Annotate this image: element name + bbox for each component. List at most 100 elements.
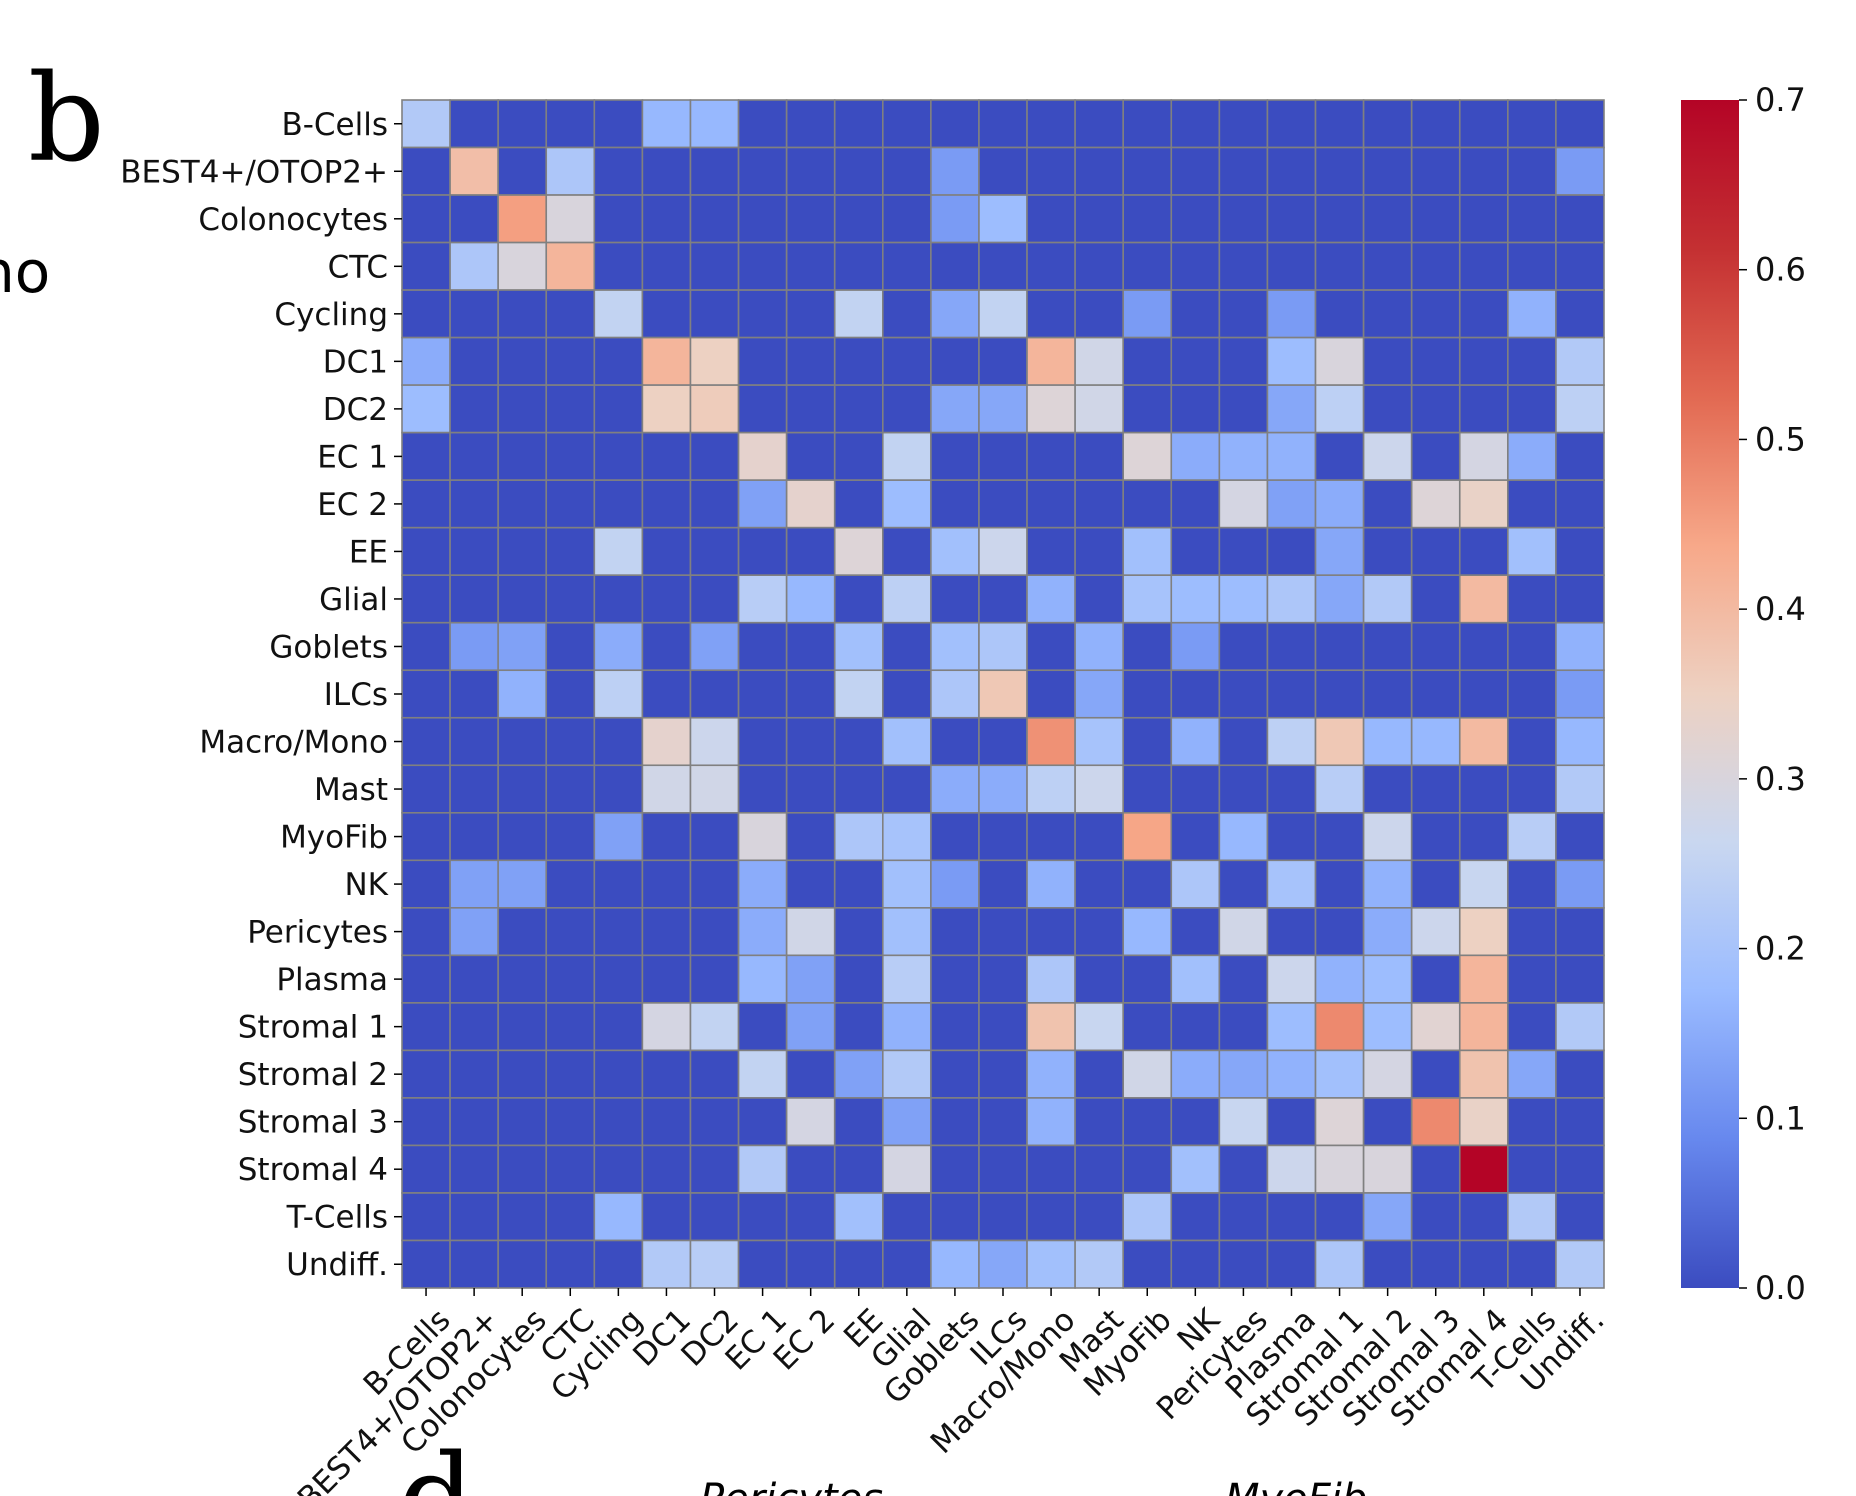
heatmap-cell	[930, 574, 980, 624]
heatmap-cell	[641, 384, 692, 434]
heatmap-cell	[689, 289, 740, 339]
heatmap-cell	[1507, 289, 1557, 339]
heatmap-cell	[1074, 954, 1124, 1004]
heatmap-cell	[1122, 1144, 1173, 1194]
y-tick-label: Mast	[314, 772, 388, 808]
heatmap-cell	[930, 811, 980, 862]
heatmap-cell	[689, 146, 740, 196]
heatmap-cell	[930, 99, 980, 149]
heatmap-cell	[497, 954, 548, 1004]
heatmap-cell	[881, 1144, 932, 1194]
heatmap-cell	[930, 384, 980, 434]
heatmap-cell	[1266, 1049, 1317, 1099]
heatmap-cell	[401, 621, 451, 672]
heatmap-cell	[1314, 479, 1365, 529]
heatmap-cell	[1362, 479, 1413, 529]
heatmap-cell	[1314, 1144, 1365, 1194]
heatmap-cell	[1122, 431, 1173, 481]
heatmap-cell	[1266, 811, 1317, 862]
heatmap-cell	[1170, 289, 1221, 339]
heatmap-cell	[1410, 384, 1461, 434]
heatmap-cell	[1218, 859, 1269, 909]
heatmap-cell	[1314, 384, 1365, 434]
heatmap-cell	[1074, 1192, 1124, 1242]
heatmap-cell	[1266, 384, 1317, 434]
heatmap-cell	[1458, 1144, 1509, 1194]
heatmap-cell	[1458, 194, 1509, 244]
heatmap-cell	[1122, 289, 1173, 339]
heatmap-cell	[785, 1049, 836, 1099]
heatmap-cell	[497, 289, 548, 339]
heatmap-cell	[737, 526, 788, 576]
heatmap-cell	[881, 716, 932, 767]
heatmap-cell	[1122, 1097, 1173, 1147]
heatmap-cell	[1507, 479, 1557, 529]
heatmap-cell	[737, 574, 788, 624]
heatmap-cell	[689, 526, 740, 576]
heatmap-cell	[833, 194, 884, 244]
heatmap-cell	[1122, 954, 1173, 1004]
heatmap-cell	[930, 1049, 980, 1099]
heatmap-cell	[641, 1144, 692, 1194]
heatmap-cell	[930, 621, 980, 672]
heatmap-cell	[1170, 1097, 1221, 1147]
heatmap-cell	[1314, 431, 1365, 481]
heatmap-cell	[545, 1097, 596, 1147]
heatmap-cell	[1362, 669, 1413, 719]
y-tick-label: EC 1	[317, 439, 388, 475]
heatmap-cell	[449, 336, 499, 386]
heatmap-cell	[1122, 574, 1173, 624]
heatmap-cell	[978, 241, 1028, 291]
heatmap-cell	[785, 336, 836, 386]
heatmap-cell	[1458, 1002, 1509, 1052]
heatmap-cell	[785, 811, 836, 862]
heatmap-cell	[593, 907, 644, 957]
heatmap-cell	[1218, 431, 1269, 481]
heatmap-cell	[1218, 907, 1269, 957]
heatmap-cell	[593, 1192, 644, 1242]
heatmap-cell	[978, 289, 1028, 339]
heatmap-cell	[545, 336, 596, 386]
heatmap-cell	[881, 859, 932, 909]
y-tick-label: BEST4+/OTOP2+	[120, 154, 388, 190]
heatmap-cell	[401, 669, 451, 719]
heatmap-cell	[1074, 1097, 1124, 1147]
heatmap-cell	[737, 1239, 788, 1289]
colorbar-gradient	[1681, 100, 1739, 1288]
heatmap-cell	[641, 907, 692, 957]
heatmap-cell	[401, 479, 451, 529]
heatmap-cell	[401, 859, 451, 909]
heatmap-cell	[1122, 1239, 1173, 1289]
heatmap-cell	[1026, 431, 1076, 481]
heatmap-cell	[1170, 954, 1221, 1004]
heatmap-cell	[449, 526, 499, 576]
heatmap-cell	[545, 241, 596, 291]
heatmap-cell	[978, 1097, 1028, 1147]
heatmap-cell	[1218, 1002, 1269, 1052]
heatmap-cell	[1122, 241, 1173, 291]
heatmap-cell	[1362, 241, 1413, 291]
heatmap-cell	[881, 384, 932, 434]
heatmap-cell	[1218, 811, 1269, 862]
heatmap-cell	[881, 621, 932, 672]
heatmap-cell	[401, 764, 451, 814]
y-tick-label: Undiff.	[286, 1247, 388, 1283]
heatmap-cell	[497, 479, 548, 529]
heatmap-cell	[593, 764, 644, 814]
heatmap-cell	[593, 1049, 644, 1099]
heatmap-cell	[449, 1144, 499, 1194]
heatmap-cell	[1555, 574, 1605, 624]
heatmap-cell	[881, 764, 932, 814]
heatmap-cell	[785, 384, 836, 434]
heatmap-cell	[641, 146, 692, 196]
heatmap-cell	[497, 716, 548, 767]
heatmap-cell	[1122, 859, 1173, 909]
heatmap-cell	[785, 621, 836, 672]
heatmap-cell	[1314, 859, 1365, 909]
y-tick-label: B-Cells	[281, 107, 388, 143]
heatmap-cell	[689, 716, 740, 767]
heatmap-cell	[1074, 669, 1124, 719]
heatmap-cell	[1314, 1239, 1365, 1289]
heatmap-cell	[1314, 954, 1365, 1004]
heatmap-cell	[1218, 669, 1269, 719]
